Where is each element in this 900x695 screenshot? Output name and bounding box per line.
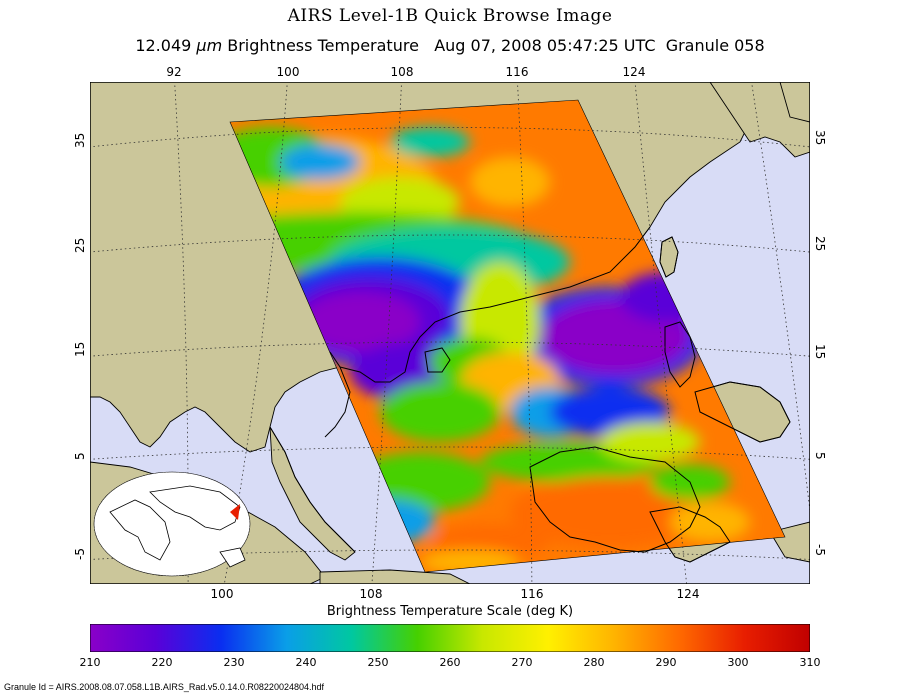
- colorbar-tick-label: 270: [511, 656, 533, 669]
- colorbar-tick-label: 250: [367, 656, 389, 669]
- swath-outline: [229, 99, 786, 573]
- coastline-taiwan: [659, 236, 679, 278]
- colorbar-tick-label: 210: [79, 656, 101, 669]
- globe-australia: [219, 547, 246, 568]
- coastline-south-china: [339, 226, 651, 383]
- colorbar-tick-label: 310: [799, 656, 821, 669]
- right-lat-label-15: 15: [813, 344, 827, 360]
- coastline-sulawesi: [649, 506, 731, 563]
- right-lat-label-25: 25: [813, 236, 827, 252]
- meridian-124: [634, 82, 688, 584]
- coastline-hainan: [424, 347, 451, 373]
- coastlines: [269, 226, 791, 563]
- colorbar-tick-label: 300: [727, 656, 749, 669]
- colorbar-tick-label: 290: [655, 656, 677, 669]
- colorbar-tick-label: 280: [583, 656, 605, 669]
- colorbar-gradient: [90, 624, 810, 652]
- brightness-temperature-map: [90, 82, 810, 584]
- left-lat-label-15: 15: [73, 341, 87, 357]
- top-lon-label-100: 100: [276, 65, 300, 79]
- colorbar-tick-label: 230: [223, 656, 245, 669]
- left-lat-label-neg5: -5: [73, 548, 87, 560]
- globe-granule-marker: [230, 504, 240, 520]
- right-lat-label-5: 5: [813, 452, 827, 460]
- left-lat-label-5: 5: [73, 452, 87, 460]
- granule-id: Granule Id = AIRS.2008.08.07.058.L1B.AIR…: [4, 682, 324, 692]
- meridian-132: [751, 82, 810, 515]
- colorbar-tick-label: 240: [295, 656, 317, 669]
- parallel-neg5: [90, 549, 810, 560]
- meridian-108: [371, 82, 402, 584]
- colorbar-title: Brightness Temperature Scale (deg K): [326, 604, 574, 619]
- colorbar-tick-label: 260: [439, 656, 461, 669]
- meridian-92: [174, 82, 189, 584]
- top-lon-label-108: 108: [390, 65, 414, 79]
- parallel-35: [90, 127, 810, 148]
- colorbar: [90, 624, 810, 652]
- image-subtitle: 12.049 μm Brightness Temperature Aug 07,…: [0, 36, 900, 55]
- brightness-temperature-swath: [230, 100, 785, 572]
- bottom-lon-label-124: 124: [676, 587, 700, 601]
- coastline-luzon: [664, 321, 696, 388]
- left-lat-label-25: 25: [73, 237, 87, 253]
- right-lat-label-35: 35: [813, 130, 827, 146]
- meridian-116: [517, 82, 533, 584]
- coastline-borneo: [529, 446, 701, 553]
- land-korea-japan: [779, 82, 810, 123]
- quantity-label: Brightness Temperature: [227, 36, 419, 55]
- coastline-malay: [269, 426, 356, 553]
- parallel-25: [90, 234, 810, 253]
- top-lon-label-116: 116: [505, 65, 529, 79]
- globe-africa: [109, 499, 171, 561]
- wavelength-value: 12.049: [135, 36, 192, 55]
- left-lat-label-35: 35: [73, 132, 87, 148]
- parallel-5: [90, 446, 810, 460]
- granule-label: Granule 058: [665, 36, 765, 55]
- coastline-mindanao: [694, 381, 791, 443]
- land-java: [319, 569, 471, 584]
- locator-globe: [93, 471, 251, 577]
- top-lon-label-124: 124: [622, 65, 646, 79]
- image-title: AIRS Level-1B Quick Browse Image: [287, 6, 613, 26]
- top-lon-label-92: 92: [166, 65, 182, 79]
- datetime-label: Aug 07, 2008 05:47:25 UTC: [434, 36, 656, 55]
- bottom-lon-label-100: 100: [210, 587, 234, 601]
- globe-asia: [149, 485, 241, 531]
- parallel-15: [90, 341, 810, 357]
- coastline-vietnam: [324, 351, 351, 438]
- colorbar-tick-label: 220: [151, 656, 173, 669]
- bottom-lon-label-108: 108: [359, 587, 383, 601]
- bottom-lon-label-116: 116: [520, 587, 544, 601]
- right-lat-label-neg5: -5: [813, 544, 827, 556]
- wavelength-unit: μm: [196, 36, 223, 55]
